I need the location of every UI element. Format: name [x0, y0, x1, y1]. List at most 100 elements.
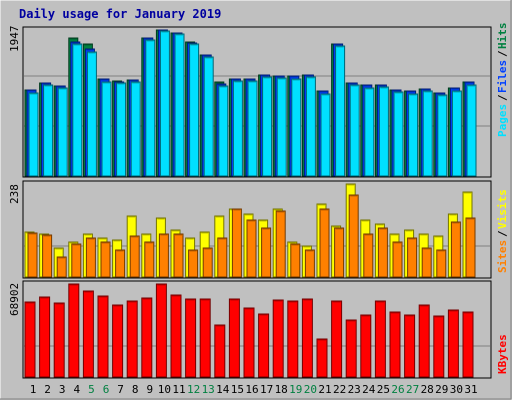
day-label-8: 8 — [132, 383, 139, 396]
day-label-19: 19 — [289, 383, 302, 396]
panel1-legend: Pages/Files/Hits — [496, 23, 509, 138]
bar-sites-day-19 — [290, 243, 301, 278]
day-label-26: 26 — [391, 383, 404, 396]
day-label-10: 10 — [158, 383, 171, 396]
bar-pages-day-24 — [364, 87, 375, 177]
day-label-18: 18 — [275, 383, 288, 396]
day-label-24: 24 — [362, 383, 376, 396]
chart-bars — [24, 29, 490, 378]
day-label-28: 28 — [421, 383, 434, 396]
bar-sites-day-25 — [377, 227, 388, 278]
bar-sites-day-22 — [334, 227, 345, 278]
bar-sites-day-13 — [202, 247, 213, 278]
panel2-ymax-label: 238 — [8, 184, 21, 204]
bar-kbytes-day-15 — [228, 298, 240, 378]
day-label-6: 6 — [103, 383, 110, 396]
bar-pages-day-2 — [43, 84, 54, 177]
day-label-12: 12 — [187, 383, 200, 396]
bar-kbytes-day-26 — [389, 311, 401, 378]
bar-sites-day-30 — [450, 221, 461, 278]
bar-sites-day-23 — [348, 194, 359, 278]
bar-sites-day-6 — [100, 241, 111, 278]
day-label-30: 30 — [450, 383, 463, 396]
day-label-4: 4 — [73, 383, 80, 396]
bar-kbytes-day-11 — [170, 294, 182, 378]
bar-kbytes-day-27 — [404, 314, 416, 378]
day-label-23: 23 — [348, 383, 361, 396]
bar-pages-day-17 — [262, 76, 273, 177]
bar-kbytes-day-25 — [374, 300, 386, 378]
bar-sites-day-4 — [71, 243, 82, 278]
bar-kbytes-day-24 — [360, 314, 372, 378]
bar-kbytes-day-12 — [185, 298, 197, 378]
legend-sites: Sites — [496, 240, 509, 273]
day-label-31: 31 — [464, 383, 477, 396]
bar-pages-day-20 — [305, 76, 316, 177]
bar-pages-day-28 — [422, 90, 433, 177]
x-axis-day-labels: 1 2 3 4 5 6 7 8 9 10 11 12 13 14 15 16 17 18 19 20 21 22 23 24 2… — [30, 383, 478, 396]
bar-pages-day-5 — [86, 51, 97, 177]
bar-kbytes-day-20 — [301, 298, 313, 378]
bar-sites-day-10 — [158, 233, 169, 278]
bar-kbytes-day-28 — [418, 304, 430, 378]
bar-sites-day-16 — [246, 219, 257, 278]
bar-pages-day-22 — [335, 45, 346, 177]
day-label-7: 7 — [117, 383, 124, 396]
bar-kbytes-day-1 — [24, 301, 36, 378]
bar-sites-day-27 — [407, 237, 418, 278]
day-label-14: 14 — [216, 383, 230, 396]
bar-pages-day-3 — [57, 87, 68, 177]
bar-pages-day-15 — [232, 80, 243, 177]
bar-pages-day-16 — [247, 80, 258, 177]
bar-sites-day-24 — [363, 233, 374, 278]
bar-kbytes-day-10 — [155, 283, 167, 378]
bar-kbytes-day-13 — [199, 298, 211, 378]
bar-pages-day-10 — [159, 30, 170, 177]
panel3-ymax-label: 68902 — [8, 283, 21, 316]
day-label-20: 20 — [304, 383, 317, 396]
day-label-13: 13 — [202, 383, 215, 396]
bar-sites-day-8 — [129, 235, 140, 278]
bar-pages-day-13 — [203, 56, 214, 177]
day-label-3: 3 — [59, 383, 66, 396]
bar-kbytes-day-23 — [345, 319, 357, 378]
bar-kbytes-day-29 — [433, 315, 445, 378]
day-label-17: 17 — [260, 383, 273, 396]
bar-pages-day-14 — [218, 85, 229, 177]
day-label-25: 25 — [377, 383, 390, 396]
panel1-ymax-label: 1947 — [8, 26, 21, 53]
bar-kbytes-day-7 — [112, 304, 124, 378]
bar-kbytes-day-2 — [39, 296, 51, 378]
legend-visits: Visits — [496, 189, 509, 229]
bar-kbytes-day-19 — [287, 300, 299, 378]
day-label-5: 5 — [88, 383, 95, 396]
bar-sites-day-21 — [319, 208, 330, 278]
bar-pages-day-21 — [320, 93, 331, 177]
legend1-separator: / — [496, 94, 509, 101]
bar-sites-day-20 — [304, 249, 315, 278]
bar-kbytes-day-17 — [258, 313, 270, 378]
legend-hits: Hits — [496, 23, 509, 50]
bar-sites-day-31 — [465, 217, 476, 278]
bar-sites-day-28 — [421, 247, 432, 278]
bar-sites-day-2 — [42, 234, 53, 278]
bar-kbytes-day-4 — [68, 283, 80, 378]
bar-pages-day-31 — [466, 84, 477, 177]
bar-kbytes-day-16 — [243, 307, 255, 378]
bar-pages-day-26 — [393, 91, 404, 177]
bar-pages-day-25 — [378, 86, 389, 177]
legend-pages: Pages — [496, 104, 509, 137]
bar-sites-day-18 — [275, 210, 286, 278]
bar-sites-day-11 — [173, 233, 184, 278]
bar-pages-day-9 — [145, 39, 156, 177]
day-label-9: 9 — [146, 383, 153, 396]
day-label-29: 29 — [435, 383, 448, 396]
bar-sites-day-9 — [144, 241, 155, 278]
bar-kbytes-day-21 — [316, 338, 328, 378]
bar-kbytes-day-8 — [126, 300, 138, 378]
day-label-21: 21 — [318, 383, 331, 396]
bar-pages-day-12 — [189, 43, 200, 177]
legend2-separator: / — [496, 230, 509, 237]
